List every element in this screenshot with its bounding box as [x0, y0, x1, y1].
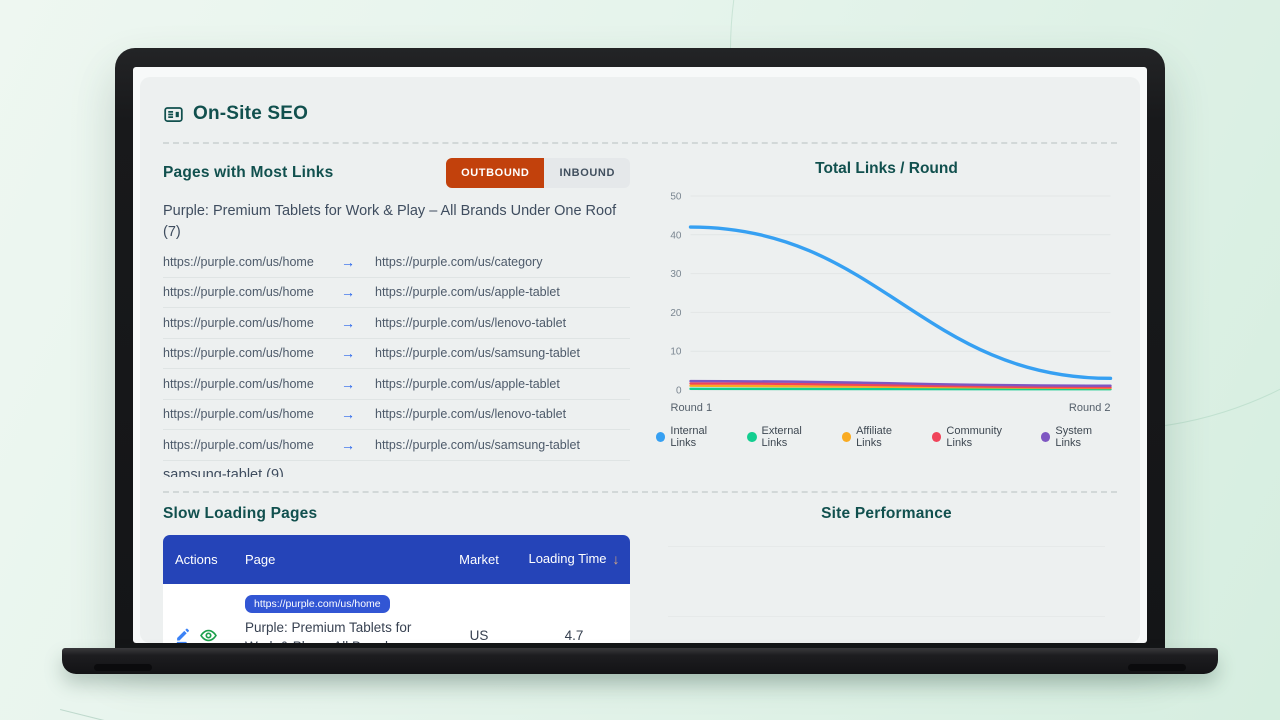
legend-item[interactable]: Internal Links	[656, 425, 732, 449]
page-title: On-Site SEO	[193, 103, 309, 124]
link-row: https://purple.com/us/home → https://purpl…	[163, 369, 630, 400]
loading-time-cell: 4.7	[518, 583, 630, 643]
arrow-right-icon: →	[341, 375, 355, 392]
source-url: https://purple.com/us/home	[163, 437, 314, 452]
legend-label: Affiliate Links	[856, 425, 892, 449]
total-links-chart: 0 10 20 30 40 50 Round 1 Round 2	[670, 192, 1113, 414]
pages-with-most-links-panel: Pages with Most Links OUTBOUND INBOUND P…	[163, 158, 630, 477]
column-header-market[interactable]: Market	[440, 534, 518, 584]
slow-pages-title: Slow Loading Pages	[163, 504, 318, 522]
laptop-mockup: On-Site SEO Pages with Most Links OUTBOU…	[115, 48, 1165, 648]
link-row: https://purple.com/us/home → https://purpl…	[163, 430, 630, 461]
table-row: https://purple.com/us/home Purple: Premi…	[163, 583, 630, 643]
source-url: https://purple.com/us/home	[163, 315, 314, 330]
legend-dot	[841, 432, 852, 442]
target-url: https://purple.com/us/apple-tablet	[375, 376, 560, 391]
svg-text:10: 10	[670, 347, 682, 358]
svg-text:Round 2: Round 2	[1069, 402, 1111, 414]
top-section: Pages with Most Links OUTBOUND INBOUND P…	[163, 144, 1117, 477]
outbound-toggle-button[interactable]: OUTBOUND	[446, 158, 545, 188]
svg-text:Round 1: Round 1	[671, 402, 713, 414]
site-performance-chart-area	[668, 545, 1105, 617]
target-url: https://purple.com/us/lenovo-tablet	[375, 315, 567, 330]
arrow-right-icon: →	[341, 254, 355, 271]
source-url: https://purple.com/us/home	[163, 407, 314, 422]
section-divider-middle	[163, 490, 1117, 493]
total-links-chart-panel: Total Links / Round 0 10 20 30 40 50 Round 1 Ro…	[656, 158, 1117, 477]
loading-time-label: Loading Time	[528, 551, 607, 567]
laptop-foot-left	[94, 664, 152, 671]
legend-item[interactable]: System Links	[1040, 425, 1117, 449]
target-url: https://purple.com/us/lenovo-tablet	[375, 407, 567, 422]
slow-pages-table: Actions Page Market Loading Time ↓	[163, 534, 630, 643]
legend-dot	[747, 432, 757, 442]
source-url: https://purple.com/us/home	[163, 285, 314, 300]
arrow-right-icon: →	[341, 436, 355, 453]
legend-label: Community Links	[946, 425, 1003, 449]
page-header: On-Site SEO	[163, 99, 1117, 129]
svg-text:30: 30	[670, 269, 682, 280]
source-url: https://purple.com/us/home	[163, 255, 314, 270]
site-performance-panel: Site Performance	[656, 505, 1117, 643]
app-panel: On-Site SEO Pages with Most Links OUTBOU…	[140, 77, 1140, 643]
legend-dot	[931, 432, 942, 442]
arrow-right-icon: →	[341, 345, 355, 362]
source-url: https://purple.com/us/home	[163, 376, 314, 391]
market-cell: US	[440, 583, 518, 643]
legend-label: System Links	[1055, 425, 1093, 449]
page-url-badge[interactable]: https://purple.com/us/home	[245, 594, 390, 613]
chart-title: Total Links / Round	[815, 160, 958, 177]
page-cell-title: Purple: Premium Tablets for Work & Play …	[245, 619, 412, 643]
legend-dot	[1040, 432, 1051, 442]
background-line-decoration	[60, 709, 604, 720]
legend-item[interactable]: External Links	[747, 425, 827, 449]
link-group-title: Purple: Premium Tablets for Work & Play …	[163, 203, 617, 241]
svg-text:50: 50	[670, 192, 682, 203]
edit-icon[interactable]	[175, 627, 192, 643]
link-row: https://purple.com/us/home → https://purpl…	[163, 247, 630, 278]
svg-text:0: 0	[676, 386, 682, 397]
target-url: https://purple.com/us/category	[375, 255, 543, 270]
column-header-page[interactable]: Page	[235, 534, 440, 584]
laptop-foot-right	[1128, 664, 1186, 671]
links-section-title: Pages with Most Links	[163, 164, 334, 181]
next-link-group-title-clipped: samsung-tablet (9)	[163, 466, 284, 477]
laptop-screen: On-Site SEO Pages with Most Links OUTBOU…	[133, 67, 1147, 643]
direction-toggle: OUTBOUND INBOUND	[446, 158, 630, 188]
link-row: https://purple.com/us/home → https://purpl…	[163, 308, 630, 339]
section-divider-top	[163, 142, 1117, 144]
arrow-right-icon: →	[341, 314, 355, 331]
link-row: https://purple.com/us/home → https://purpl…	[163, 400, 630, 431]
list-alt-icon	[164, 106, 183, 122]
target-url: https://purple.com/us/apple-tablet	[375, 285, 560, 300]
slow-loading-pages-panel: Slow Loading Pages Actions Page Market L…	[163, 505, 630, 643]
column-header-actions: Actions	[163, 534, 235, 584]
svg-text:40: 40	[670, 230, 682, 241]
source-url: https://purple.com/us/home	[163, 346, 314, 361]
site-performance-title: Site Performance	[821, 504, 952, 522]
legend-item[interactable]: Affiliate Links	[841, 425, 917, 449]
column-header-loading-time[interactable]: Loading Time ↓	[518, 534, 630, 584]
arrow-right-icon: →	[341, 284, 355, 301]
link-row: https://purple.com/us/home → https://purpl…	[163, 339, 630, 370]
legend-item[interactable]: Community Links	[931, 425, 1026, 449]
legend-dot	[656, 432, 666, 442]
legend-label: External Links	[761, 425, 802, 449]
legend-label: Internal Links	[670, 425, 708, 449]
view-icon[interactable]	[200, 627, 217, 643]
bottom-section: Slow Loading Pages Actions Page Market L…	[163, 493, 1117, 643]
sort-descending-icon[interactable]: ↓	[612, 551, 620, 568]
inbound-toggle-button[interactable]: INBOUND	[544, 158, 630, 188]
target-url: https://purple.com/us/samsung-tablet	[375, 346, 580, 361]
link-rows-list: https://purple.com/us/home → https://purpl…	[163, 247, 630, 461]
svg-text:20: 20	[670, 308, 682, 319]
table-header-row: Actions Page Market Loading Time ↓	[163, 534, 630, 584]
link-row: https://purple.com/us/home → https://purpl…	[163, 278, 630, 309]
laptop-base	[62, 648, 1218, 674]
target-url: https://purple.com/us/samsung-tablet	[375, 437, 580, 452]
arrow-right-icon: →	[341, 406, 355, 423]
chart-legend: Internal Links External Links Affiliate Li…	[656, 425, 1117, 449]
